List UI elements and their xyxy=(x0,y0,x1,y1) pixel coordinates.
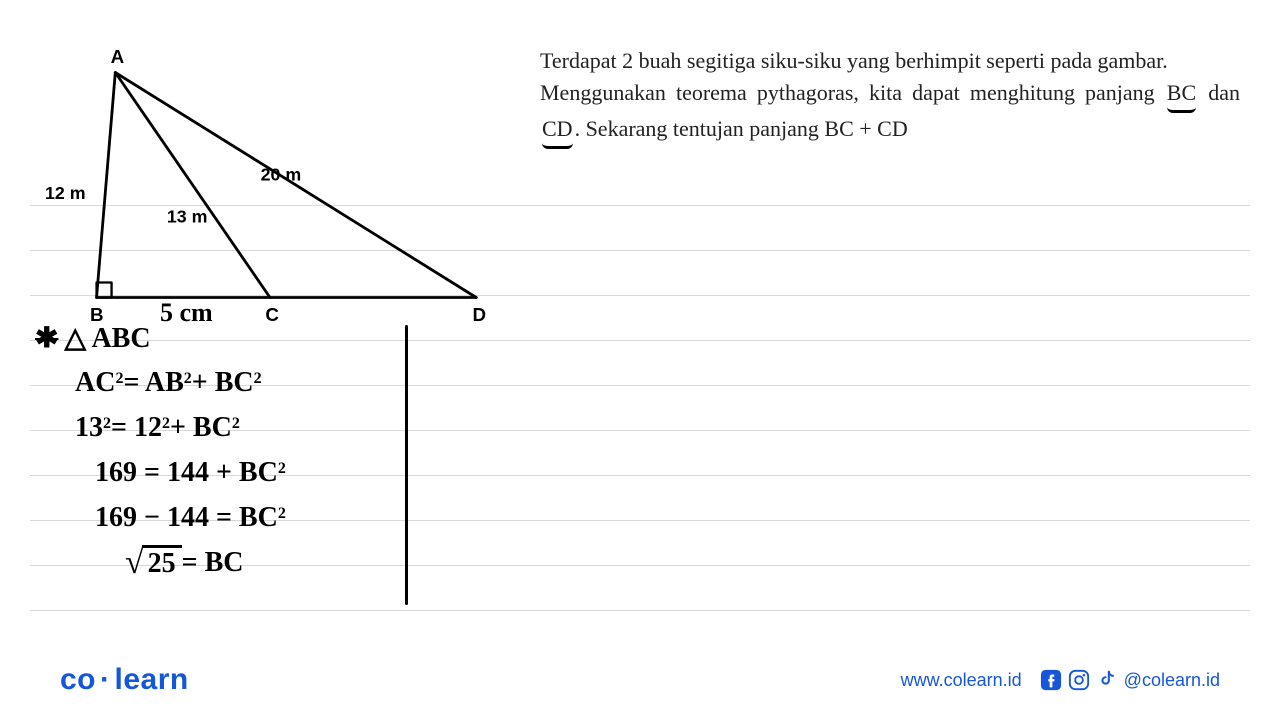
logo-part-a: co xyxy=(60,663,96,696)
hand-line: ✱ △ ABC xyxy=(35,315,395,360)
footer-right: www.colearn.id @colearn.id xyxy=(901,669,1220,691)
underline-cd: CD xyxy=(542,113,573,149)
hand-line: 169 − 144 = BC2 xyxy=(35,495,395,540)
problem-line2c: . Sekarang tentujan panjang BC + CD xyxy=(575,116,908,141)
facebook-icon xyxy=(1040,669,1062,691)
problem-line2b: dan xyxy=(1198,80,1240,105)
footer-url: www.colearn.id xyxy=(901,670,1022,691)
svg-text:12 m: 12 m xyxy=(45,183,86,203)
diagram-svg: 12 m13 m20 mABCD xyxy=(30,35,510,335)
hand-line: AC2 = AB2 + BC2 xyxy=(35,360,395,405)
problem-line2a: Menggunakan teorema pythagoras, kita dap… xyxy=(540,80,1165,105)
tiktok-icon xyxy=(1096,669,1118,691)
work-left-column: ✱ △ ABCAC2 = AB2 + BC2132 = 122 + BC2169… xyxy=(35,315,395,585)
page-root: 12 m13 m20 mABCD 5 cm Terdapat 2 buah se… xyxy=(0,0,1280,720)
social-handle: @colearn.id xyxy=(1124,670,1220,691)
logo-dot: · xyxy=(96,663,115,696)
triangle-diagram: 12 m13 m20 mABCD 5 cm xyxy=(30,35,510,335)
instagram-icon xyxy=(1068,669,1090,691)
svg-text:20 m: 20 m xyxy=(261,164,302,184)
hand-line: 132 = 122 + BC2 xyxy=(35,405,395,450)
hand-line: 169 = 144 + BC2 xyxy=(35,450,395,495)
logo-part-b: learn xyxy=(115,663,189,696)
underline-bc: BC xyxy=(1167,77,1196,113)
svg-text:13 m: 13 m xyxy=(167,207,208,227)
hand-line: √25 = BC xyxy=(35,540,395,585)
brand-logo: co·learn xyxy=(60,663,189,697)
work-divider xyxy=(405,325,408,605)
footer: co·learn www.colearn.id @colearn.id xyxy=(0,640,1280,720)
problem-line1: Terdapat 2 buah segitiga siku-siku yang … xyxy=(540,48,1168,73)
problem-text: Terdapat 2 buah segitiga siku-siku yang … xyxy=(540,45,1240,149)
svg-text:A: A xyxy=(111,46,125,67)
social-group: @colearn.id xyxy=(1040,669,1220,691)
handwritten-work: ✱ △ ABCAC2 = AB2 + BC2132 = 122 + BC2169… xyxy=(35,315,1235,615)
